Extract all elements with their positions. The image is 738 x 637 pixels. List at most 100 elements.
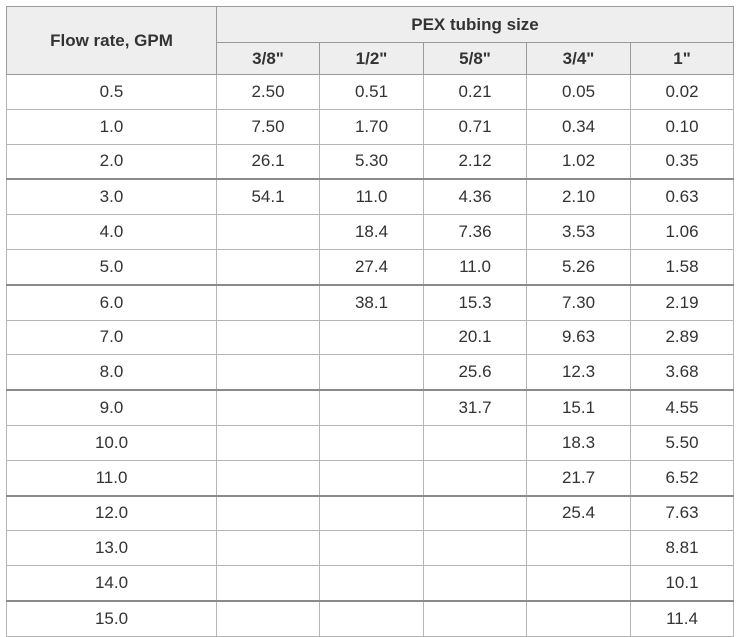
table-row: 7.0 20.1 9.63 2.89 <box>6 319 735 356</box>
value-cell: 31.7 <box>423 389 527 426</box>
flow-rate-cell: 6.0 <box>6 283 217 321</box>
value-cell <box>319 599 424 637</box>
value-cell: 27.4 <box>319 248 424 286</box>
value-cell: 26.1 <box>216 143 320 180</box>
value-cell: 7.63 <box>629 494 735 532</box>
table-body: 0.5 2.50 0.51 0.21 0.05 0.02 1.0 7.50 1.70 0.71 0.… <box>6 74 735 637</box>
value-cell: 0.05 <box>526 74 631 110</box>
table-row: 10.0 18.3 5.50 <box>6 424 735 461</box>
table-row: 3.0 54.1 11.0 4.36 2.10 0.63 <box>6 178 735 216</box>
value-cell: 1.06 <box>629 214 735 250</box>
value-cell <box>216 389 320 426</box>
flow-rate-cell: 9.0 <box>6 389 217 426</box>
flow-rate-cell: 3.0 <box>6 178 217 216</box>
flow-rate-cell: 15.0 <box>6 599 217 637</box>
value-cell: 0.02 <box>629 74 735 110</box>
table-row: 8.0 25.6 12.3 3.68 <box>6 354 735 391</box>
flow-rate-cell: 2.0 <box>6 143 217 180</box>
value-cell: 0.35 <box>629 143 735 180</box>
size-header: 1/2" <box>319 42 424 75</box>
table-row: 14.0 10.1 <box>6 565 735 602</box>
value-cell: 11.0 <box>423 248 527 286</box>
value-cell: 7.50 <box>216 108 320 145</box>
value-cell: 9.63 <box>526 319 631 356</box>
value-cell: 2.19 <box>629 283 735 321</box>
size-header: 3/8" <box>216 42 320 75</box>
table-row: 6.0 38.1 15.3 7.30 2.19 <box>6 283 735 321</box>
value-cell: 5.26 <box>526 248 631 286</box>
value-cell: 3.68 <box>629 354 735 391</box>
value-cell <box>216 424 320 461</box>
value-cell: 3.53 <box>526 214 631 250</box>
value-cell: 25.6 <box>423 354 527 391</box>
value-cell <box>319 565 424 602</box>
table-row: 13.0 8.81 <box>6 530 735 567</box>
size-header: 5/8" <box>423 42 527 75</box>
flow-rate-cell: 12.0 <box>6 494 217 532</box>
value-cell: 0.21 <box>423 74 527 110</box>
size-header: 3/4" <box>526 42 631 75</box>
value-cell: 20.1 <box>423 319 527 356</box>
value-cell <box>526 530 631 567</box>
flow-rate-cell: 5.0 <box>6 248 217 286</box>
value-cell: 5.30 <box>319 143 424 180</box>
value-cell: 15.1 <box>526 389 631 426</box>
value-cell: 4.36 <box>423 178 527 216</box>
value-cell: 2.10 <box>526 178 631 216</box>
value-cell <box>423 459 527 497</box>
value-cell <box>216 530 320 567</box>
value-cell: 10.1 <box>629 565 735 602</box>
table-row: 2.0 26.1 5.30 2.12 1.02 0.35 <box>6 143 735 180</box>
value-cell <box>423 530 527 567</box>
flow-rate-cell: 1.0 <box>6 108 217 145</box>
value-cell: 21.7 <box>526 459 631 497</box>
value-cell <box>526 565 631 602</box>
value-cell: 7.30 <box>526 283 631 321</box>
value-cell <box>216 599 320 637</box>
value-cell <box>319 389 424 426</box>
value-cell: 11.0 <box>319 178 424 216</box>
value-cell <box>423 494 527 532</box>
flow-rate-cell: 8.0 <box>6 354 217 391</box>
value-cell <box>319 494 424 532</box>
flow-rate-cell: 0.5 <box>6 74 217 110</box>
table-row: 5.0 27.4 11.0 5.26 1.58 <box>6 248 735 286</box>
value-cell: 25.4 <box>526 494 631 532</box>
value-cell: 0.51 <box>319 74 424 110</box>
value-cell <box>216 459 320 497</box>
flow-rate-cell: 13.0 <box>6 530 217 567</box>
table-row: 15.0 11.4 <box>6 599 735 637</box>
value-cell: 5.50 <box>629 424 735 461</box>
table-row: 12.0 25.4 7.63 <box>6 494 735 532</box>
value-cell: 12.3 <box>526 354 631 391</box>
value-cell: 0.10 <box>629 108 735 145</box>
flow-rate-cell: 4.0 <box>6 214 217 250</box>
value-cell: 18.3 <box>526 424 631 461</box>
value-cell <box>216 248 320 286</box>
value-cell <box>216 354 320 391</box>
value-cell <box>216 565 320 602</box>
value-cell <box>216 214 320 250</box>
value-cell: 1.02 <box>526 143 631 180</box>
flow-rate-cell: 14.0 <box>6 565 217 602</box>
value-cell: 4.55 <box>629 389 735 426</box>
table-row: 4.0 18.4 7.36 3.53 1.06 <box>6 214 735 250</box>
value-cell: 11.4 <box>629 599 735 637</box>
value-cell: 2.50 <box>216 74 320 110</box>
value-cell: 0.71 <box>423 108 527 145</box>
value-cell <box>423 424 527 461</box>
value-cell: 0.34 <box>526 108 631 145</box>
value-cell: 8.81 <box>629 530 735 567</box>
value-cell: 15.3 <box>423 283 527 321</box>
value-cell <box>526 599 631 637</box>
value-cell <box>216 494 320 532</box>
flow-rate-cell: 7.0 <box>6 319 217 356</box>
value-cell <box>216 319 320 356</box>
value-cell: 0.63 <box>629 178 735 216</box>
table-row: 0.5 2.50 0.51 0.21 0.05 0.02 <box>6 74 735 110</box>
pex-table-container: Flow rate, GPM PEX tubing size 3/8" 1/2"… <box>6 6 735 637</box>
value-cell <box>319 424 424 461</box>
flow-rate-cell: 11.0 <box>6 459 217 497</box>
value-cell <box>319 319 424 356</box>
value-cell: 6.52 <box>629 459 735 497</box>
